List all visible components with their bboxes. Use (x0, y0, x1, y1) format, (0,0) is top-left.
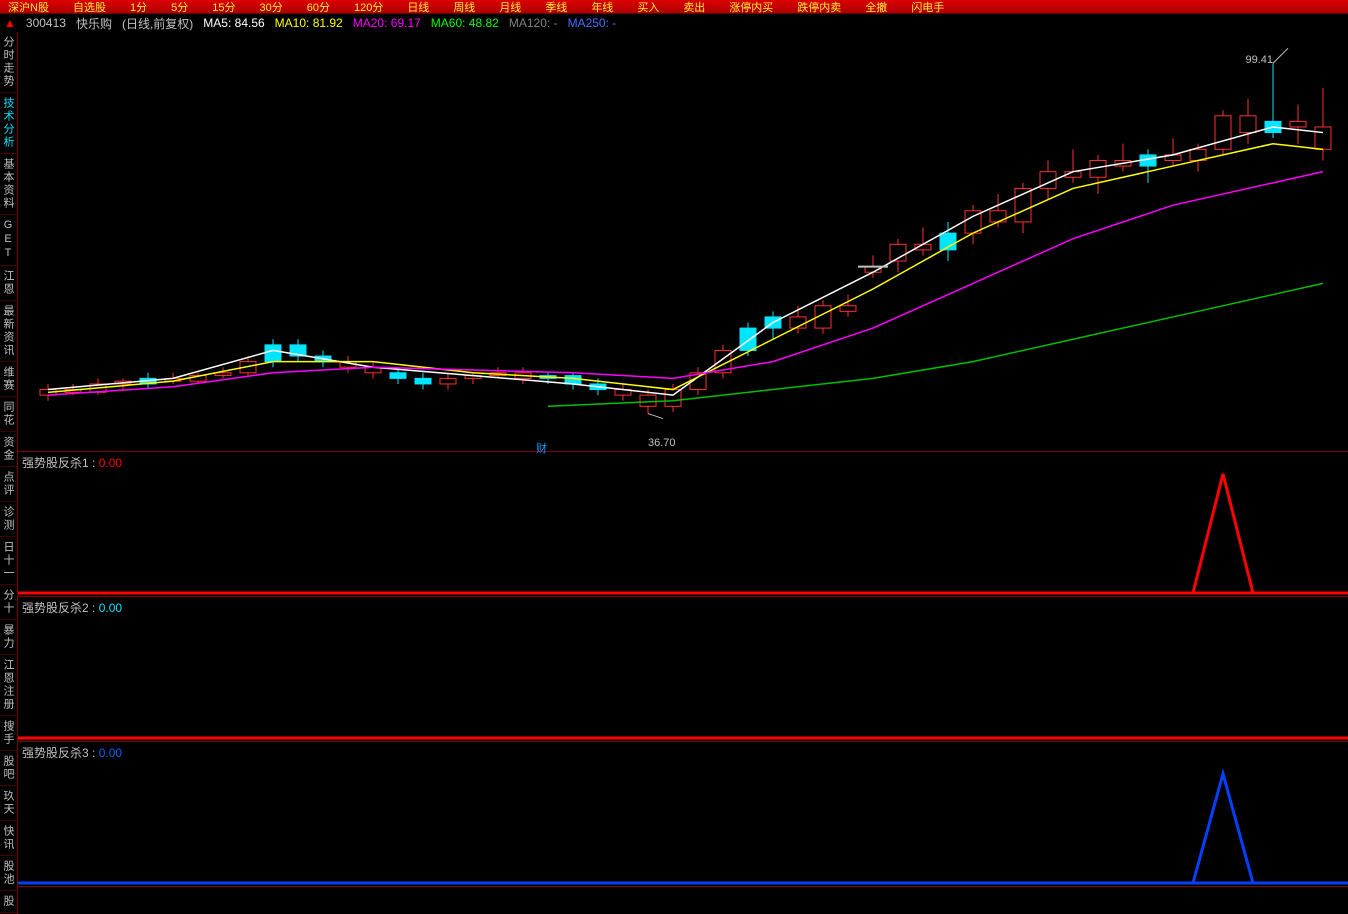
toolbar-item-8[interactable]: 日线 (407, 0, 429, 15)
toolbar-item-16[interactable]: 跌停内卖 (797, 0, 841, 15)
indicator-1[interactable]: 强势股反杀1 : 0.00 (18, 452, 1348, 597)
ma120: MA120: - (509, 16, 558, 30)
ind1-value: 0.00 (99, 456, 122, 470)
indicator-3[interactable]: 强势股反杀3 : 0.00 (18, 742, 1348, 887)
ma5: MA5: 84.56 (203, 16, 264, 30)
toolbar-item-10[interactable]: 月线 (499, 0, 521, 15)
toolbar-item-15[interactable]: 涨停内买 (729, 0, 773, 15)
sidebar-item-16[interactable]: 股吧 (0, 751, 17, 786)
stock-name: 快乐购 (76, 15, 112, 32)
toolbar-item-0[interactable]: 深沪N股 (8, 0, 49, 15)
triangle-up-icon: ▲ (4, 16, 16, 30)
sidebar-item-6[interactable]: 维赛 (0, 362, 17, 397)
sidebar-item-9[interactable]: 点评 (0, 467, 17, 502)
toolbar-item-2[interactable]: 1分 (130, 0, 147, 15)
sidebar-item-7[interactable]: 同花 (0, 397, 17, 432)
top-toolbar: 深沪N股 自选股 1分 5分 15分 30分 60分 120分 日线 周线 月线 季线 年线 买入 卖出 涨停… (0, 0, 1348, 14)
toolbar-item-5[interactable]: 30分 (259, 0, 282, 15)
stock-info-bar: ▲ 300413 快乐购 (日线,前复权) MA5: 84.56 MA10: 8… (0, 14, 1348, 32)
ma20: MA20: 69.17 (353, 16, 421, 30)
sidebar-item-11[interactable]: 日十一 (0, 537, 17, 585)
toolbar-item-11[interactable]: 季线 (545, 0, 567, 15)
indicator-2[interactable]: 强势股反杀2 : 0.00 (18, 597, 1348, 742)
ma60: MA60: 48.82 (431, 16, 499, 30)
toolbar-item-12[interactable]: 年线 (591, 0, 613, 15)
ind3-value: 0.00 (99, 746, 122, 760)
ma10: MA10: 81.92 (275, 16, 343, 30)
toolbar-item-4[interactable]: 15分 (212, 0, 235, 15)
price-chart[interactable]: 99.41 36.70 财 (18, 32, 1348, 452)
toolbar-item-3[interactable]: 5分 (171, 0, 188, 15)
sidebar-item-18[interactable]: 快讯 (0, 821, 17, 856)
sidebar-item-2[interactable]: 基本资料 (0, 154, 17, 215)
sidebar-item-1[interactable]: 技术分析 (0, 93, 17, 154)
toolbar-item-1[interactable]: 自选股 (73, 0, 106, 15)
sidebar-item-20[interactable]: 股 (0, 891, 17, 913)
period-label: (日线,前复权) (122, 15, 193, 32)
toolbar-item-6[interactable]: 60分 (307, 0, 330, 15)
sidebar-item-4[interactable]: 江恩 (0, 266, 17, 301)
toolbar-item-7[interactable]: 120分 (354, 0, 383, 15)
sidebar-item-15[interactable]: 搜手 (0, 716, 17, 751)
toolbar-item-14[interactable]: 卖出 (683, 0, 705, 15)
sidebar-item-10[interactable]: 诊测 (0, 502, 17, 537)
sidebar-item-14[interactable]: 江恩注册 (0, 655, 17, 716)
sidebar-item-19[interactable]: 股池 (0, 856, 17, 891)
toolbar-item-9[interactable]: 周线 (453, 0, 475, 15)
sidebar-item-13[interactable]: 暴力 (0, 620, 17, 655)
sidebar-item-8[interactable]: 资金 (0, 432, 17, 467)
sidebar-item-3[interactable]: GET (0, 215, 17, 266)
toolbar-item-17[interactable]: 全撤 (865, 0, 887, 15)
ind3-name: 强势股反杀3 (22, 746, 89, 760)
toolbar-item-13[interactable]: 买入 (637, 0, 659, 15)
stock-code: 300413 (26, 16, 66, 30)
sidebar-item-5[interactable]: 最新资讯 (0, 301, 17, 362)
sidebar-item-0[interactable]: 分时走势 (0, 32, 17, 93)
marker-label: 财 (536, 440, 547, 456)
ind1-name: 强势股反杀1 (22, 456, 89, 470)
left-sidebar: 分时走势技术分析基本资料GET江恩最新资讯维赛同花资金点评诊测日十一分十暴力江恩… (0, 32, 18, 914)
main-area: 99.41 36.70 财 强势股反杀1 : 0.00 强势股反杀2 : 0.0… (18, 32, 1348, 914)
ind2-name: 强势股反杀2 (22, 601, 89, 615)
high-price-label: 99.41 (1245, 54, 1273, 66)
sidebar-item-17[interactable]: 玖天 (0, 786, 17, 821)
toolbar-item-18[interactable]: 闪电手 (911, 0, 944, 15)
ma250: MA250: - (568, 16, 617, 30)
ind2-value: 0.00 (99, 601, 122, 615)
sidebar-item-12[interactable]: 分十 (0, 585, 17, 620)
low-price-label: 36.70 (648, 437, 676, 449)
